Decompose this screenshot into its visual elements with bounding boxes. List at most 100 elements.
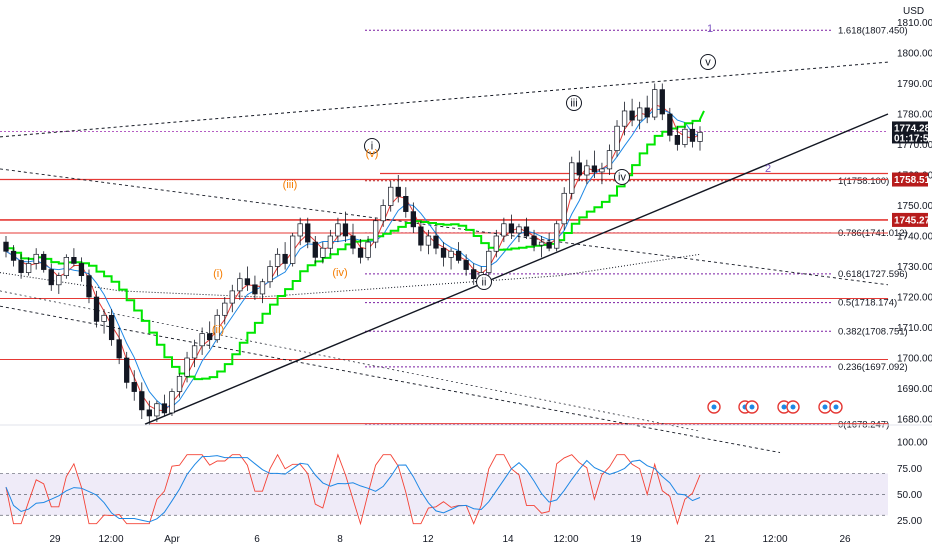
candle-body xyxy=(569,162,575,194)
x-tick-label: 12 xyxy=(422,534,434,545)
x-tick-label: 29 xyxy=(49,534,61,545)
candle-body xyxy=(471,269,477,280)
event-flag-dot xyxy=(711,404,717,410)
candle-body xyxy=(433,235,439,249)
candle-body xyxy=(93,296,100,322)
wave-label-circle xyxy=(614,169,630,185)
price-mark-bg xyxy=(892,212,928,227)
candle-body xyxy=(86,275,92,298)
candle-body xyxy=(614,125,620,151)
last-price-bg xyxy=(892,121,928,144)
rsi-tick-label: 75.00 xyxy=(897,464,922,475)
candle-body xyxy=(350,235,356,249)
candle-body xyxy=(629,110,635,121)
rsi-tick-label: 50.00 xyxy=(897,490,922,501)
green-stepped-ma xyxy=(6,110,705,381)
candle-body xyxy=(267,266,273,283)
candle-body xyxy=(244,278,251,286)
candle-body xyxy=(538,241,545,246)
candle-body xyxy=(214,314,220,341)
candle-body xyxy=(372,220,379,243)
event-flag-dot xyxy=(790,404,796,410)
y-tick-label: 1730.000 xyxy=(897,262,932,273)
candle-body xyxy=(667,113,673,136)
svg-text:USD: USD xyxy=(903,6,924,17)
fib-level-label: 1(1758.100) xyxy=(838,176,889,187)
candle-body xyxy=(486,250,492,273)
y-tick-label: 1680.000 xyxy=(897,415,932,426)
candle-body xyxy=(335,223,341,237)
candle-body xyxy=(523,226,530,237)
candle-body xyxy=(161,403,168,414)
x-tick-label: 26 xyxy=(839,534,851,545)
x-tick-label: 19 xyxy=(630,534,642,545)
fib-level-label: 0.236(1697.092) xyxy=(838,362,908,373)
axes: 1680.000 1690.000 1700.000 1710.000 1720.000… xyxy=(0,18,932,545)
rsi-indicator xyxy=(5,453,701,526)
wave-label-sub: (ii) xyxy=(212,324,224,336)
candle-body xyxy=(380,205,386,222)
price-mark-label: 1745.274 xyxy=(894,215,932,226)
x-tick-label: 6 xyxy=(254,534,260,545)
candle-body xyxy=(357,247,364,258)
x-tick-label: Apr xyxy=(164,534,180,545)
candle-body xyxy=(184,357,190,377)
candle-body xyxy=(297,223,303,237)
price-mark-box: 1758.514 xyxy=(892,172,932,187)
candle-body xyxy=(108,314,115,341)
candle-body xyxy=(237,278,243,292)
candle-body xyxy=(259,281,266,295)
candle-body xyxy=(342,223,349,237)
fib-level-label: 0.618(1727.596) xyxy=(838,269,908,280)
rsi-tick-label: 100.00 xyxy=(897,438,928,449)
candle-body xyxy=(154,403,160,417)
wave-label-major: 2 xyxy=(765,163,771,175)
candle-body xyxy=(191,345,198,359)
candle-body xyxy=(3,241,9,252)
candle-body xyxy=(48,269,54,286)
candle-body xyxy=(63,257,69,277)
candle-body xyxy=(146,409,152,417)
y-tick-label: 1700.000 xyxy=(897,354,932,365)
y-tick-label: 1790.000 xyxy=(897,79,932,90)
currency-label: USD xyxy=(903,6,924,17)
candle-body xyxy=(554,223,560,249)
candle-body xyxy=(440,247,447,258)
wave-label-sub: (iv) xyxy=(332,267,347,279)
event-flag-dot xyxy=(749,404,755,410)
candle-body xyxy=(516,226,522,234)
rsi-fast-line xyxy=(5,453,701,526)
candle-body xyxy=(199,333,205,347)
x-tick-label: 12:00 xyxy=(553,534,578,545)
event-markers[interactable] xyxy=(707,400,843,414)
wave-label-minor: v xyxy=(705,57,711,69)
candle-body xyxy=(222,302,228,316)
lower-dashed-line-2 xyxy=(0,290,701,432)
y-tick-label: 1710.000 xyxy=(897,323,932,334)
candle-body xyxy=(282,253,288,264)
candle-body xyxy=(395,186,401,197)
price-mark-box: 1745.274 xyxy=(892,212,932,227)
candle-body xyxy=(388,186,394,206)
candle-body xyxy=(455,250,462,261)
fib-level-label: 0.5(1718.174) xyxy=(838,298,897,309)
rising-trendline xyxy=(144,113,889,425)
candle-body xyxy=(320,247,326,258)
upper-channel-line xyxy=(0,61,889,138)
y-tick-label: 1690.000 xyxy=(897,384,932,395)
candle-body xyxy=(124,357,130,383)
candle-body xyxy=(25,263,32,273)
candle-body xyxy=(508,223,515,234)
fib-level-label: 0.382(1708.751) xyxy=(838,326,908,337)
candle-body xyxy=(682,128,688,145)
candle-body xyxy=(531,235,537,246)
x-tick-label: 8 xyxy=(337,534,343,545)
candle-body xyxy=(448,250,454,258)
candle-body xyxy=(576,162,582,176)
event-flag-dot xyxy=(781,404,787,410)
candle-body xyxy=(561,192,567,225)
candle-body xyxy=(101,314,107,322)
